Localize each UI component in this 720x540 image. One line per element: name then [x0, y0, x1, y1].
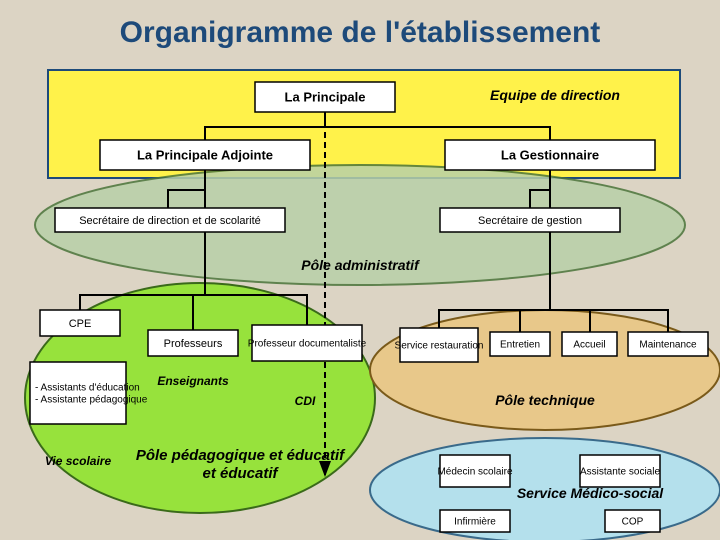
box-enseignants: Enseignants	[157, 374, 229, 388]
box-label-secr_dir: Secrétaire de direction et de scolarité	[79, 215, 261, 227]
box-gestionnaire: La Gestionnaire	[445, 140, 655, 170]
box-label-cdi: CDI	[295, 394, 316, 408]
org-chart-canvas: Organigramme de l'établissement Equipe de…	[0, 0, 720, 540]
box-label-medecin: Médecin scolaire	[437, 467, 512, 478]
box-adjointe: La Principale Adjointe	[100, 140, 310, 170]
box-secr_gest: Secrétaire de gestion	[440, 208, 620, 232]
box-label-secr_gest: Secrétaire de gestion	[478, 215, 582, 227]
box-label-service_resto: Service restauration	[395, 341, 484, 352]
box-label-cpe: CPE	[69, 318, 92, 330]
box-vie_scolaire: Vie scolaire	[45, 454, 112, 468]
box-label-maintenance: Maintenance	[639, 340, 697, 351]
box-cop: COP	[605, 510, 660, 532]
zone-label-direction: Equipe de direction	[490, 87, 620, 103]
zone-label-admin: Pôle administratif	[301, 257, 420, 273]
box-maintenance: Maintenance	[628, 332, 708, 356]
box-medecin: Médecin scolaire	[437, 455, 512, 487]
box-prof_doc: Professeur documentaliste	[248, 325, 367, 361]
box-label-prof_doc: Professeur documentaliste	[248, 339, 367, 350]
box-secr_dir: Secrétaire de direction et de scolarité	[55, 208, 285, 232]
box-cpe: CPE	[40, 310, 120, 336]
box-cdi: CDI	[295, 394, 316, 408]
box-label-accueil: Accueil	[573, 340, 605, 351]
box-principale: La Principale	[255, 82, 395, 112]
box-label-ass_sociale: Assistante sociale	[580, 467, 660, 478]
box-ass_sociale: Assistante sociale	[580, 455, 660, 487]
box-label-professeurs: Professeurs	[164, 338, 223, 350]
box-accueil: Accueil	[562, 332, 617, 356]
box-professeurs: Professeurs	[148, 330, 238, 356]
box-label-infirmiere: Infirmière	[454, 517, 496, 528]
zone-label-technique: Pôle technique	[495, 392, 595, 408]
box-label-gestionnaire: La Gestionnaire	[501, 148, 599, 163]
box-infirmiere: Infirmière	[440, 510, 510, 532]
box-entretien: Entretien	[490, 332, 550, 356]
box-label-entretien: Entretien	[500, 340, 540, 351]
box-label-vie_scolaire: Vie scolaire	[45, 454, 112, 468]
box-label-principale: La Principale	[285, 90, 366, 105]
box-label-assistants: - Assistants d'éducation- Assistante péd…	[35, 383, 148, 406]
box-label-enseignants: Enseignants	[157, 374, 229, 388]
box-service_resto: Service restauration	[395, 328, 484, 362]
page-title: Organigramme de l'établissement	[120, 16, 601, 49]
box-label-cop: COP	[622, 517, 644, 528]
box-label-adjointe: La Principale Adjointe	[137, 148, 273, 163]
